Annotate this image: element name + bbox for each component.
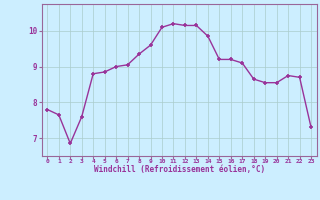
- X-axis label: Windchill (Refroidissement éolien,°C): Windchill (Refroidissement éolien,°C): [94, 165, 265, 174]
